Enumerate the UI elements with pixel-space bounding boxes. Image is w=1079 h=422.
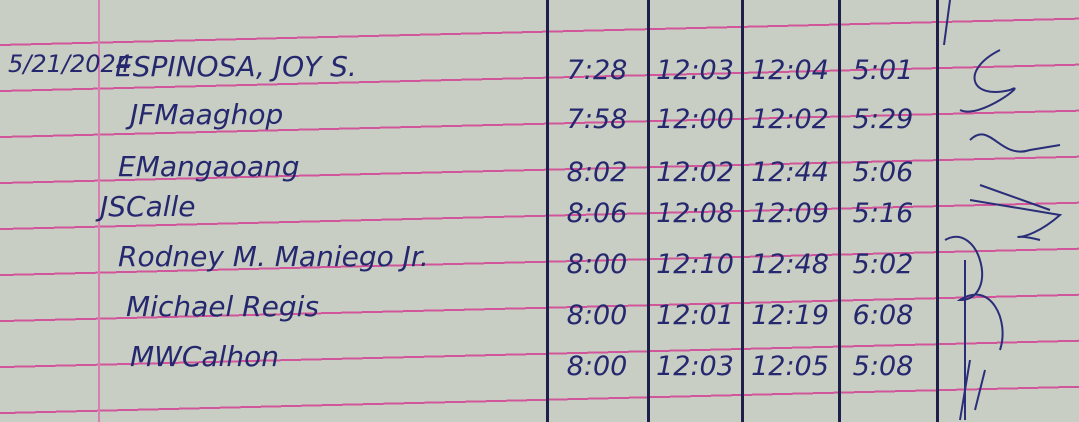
entry-time-out-am: 12:03	[656, 55, 734, 86]
entry-name: JFMaaghop	[130, 98, 284, 131]
entry-time-in-am: 7:58	[566, 104, 628, 135]
entry-time-in-pm: 12:09	[751, 198, 829, 229]
signature-stroke	[969, 133, 1061, 153]
signature-stroke	[959, 49, 1016, 113]
column-divider	[838, 0, 841, 422]
signature-stroke	[944, 236, 1004, 351]
entry-time-out-pm: 6:08	[852, 300, 914, 331]
entry-time-in-pm: 12:19	[751, 300, 829, 331]
column-divider	[936, 0, 939, 422]
entry-name: EMangaoang	[118, 150, 300, 183]
entry-time-in-am: 8:00	[566, 351, 628, 382]
column-divider	[741, 0, 744, 422]
entry-time-out-am: 12:02	[656, 157, 734, 188]
entry-time-in-am: 8:02	[566, 157, 628, 188]
entry-name: JSCalle	[100, 190, 196, 223]
signature-stroke	[943, 0, 951, 46]
entry-date: 5/21/2024	[8, 50, 132, 78]
entry-time-in-am: 8:00	[566, 300, 628, 331]
entry-time-in-pm: 12:44	[751, 157, 829, 188]
entry-time-in-am: 8:00	[566, 249, 628, 280]
entry-time-out-pm: 5:06	[852, 157, 914, 188]
column-divider	[546, 0, 549, 422]
entry-name: MWCalhon	[130, 340, 279, 373]
entry-time-out-am: 12:10	[656, 249, 734, 280]
entry-time-in-pm: 12:48	[751, 249, 829, 280]
entry-name: Michael Regis	[126, 290, 319, 323]
entry-time-out-am: 12:00	[656, 104, 734, 135]
entry-time-out-pm: 5:02	[852, 249, 914, 280]
entry-time-out-pm: 5:29	[852, 104, 914, 135]
entry-time-in-am: 8:06	[566, 198, 628, 229]
entry-time-in-pm: 12:04	[751, 55, 829, 86]
entry-time-in-pm: 12:05	[751, 351, 829, 382]
signature-stroke	[959, 260, 986, 421]
entry-name: ESPINOSA, JOY S.	[115, 50, 357, 83]
entry-time-out-am: 12:08	[656, 198, 734, 229]
entry-time-out-am: 12:01	[656, 300, 734, 331]
entry-time-in-pm: 12:02	[751, 104, 829, 135]
signatures	[943, 0, 1063, 421]
entry-time-out-am: 12:03	[656, 351, 734, 382]
entry-time-in-am: 7:28	[566, 55, 628, 86]
entry-time-out-pm: 5:01	[852, 55, 914, 86]
entry-time-out-pm: 5:16	[852, 198, 914, 229]
entry-time-out-pm: 5:08	[852, 351, 914, 382]
signature-stroke	[969, 184, 1063, 241]
entry-name: Rodney M. Maniego Jr.	[118, 240, 429, 273]
margin-line	[98, 0, 100, 422]
column-divider	[647, 0, 650, 422]
